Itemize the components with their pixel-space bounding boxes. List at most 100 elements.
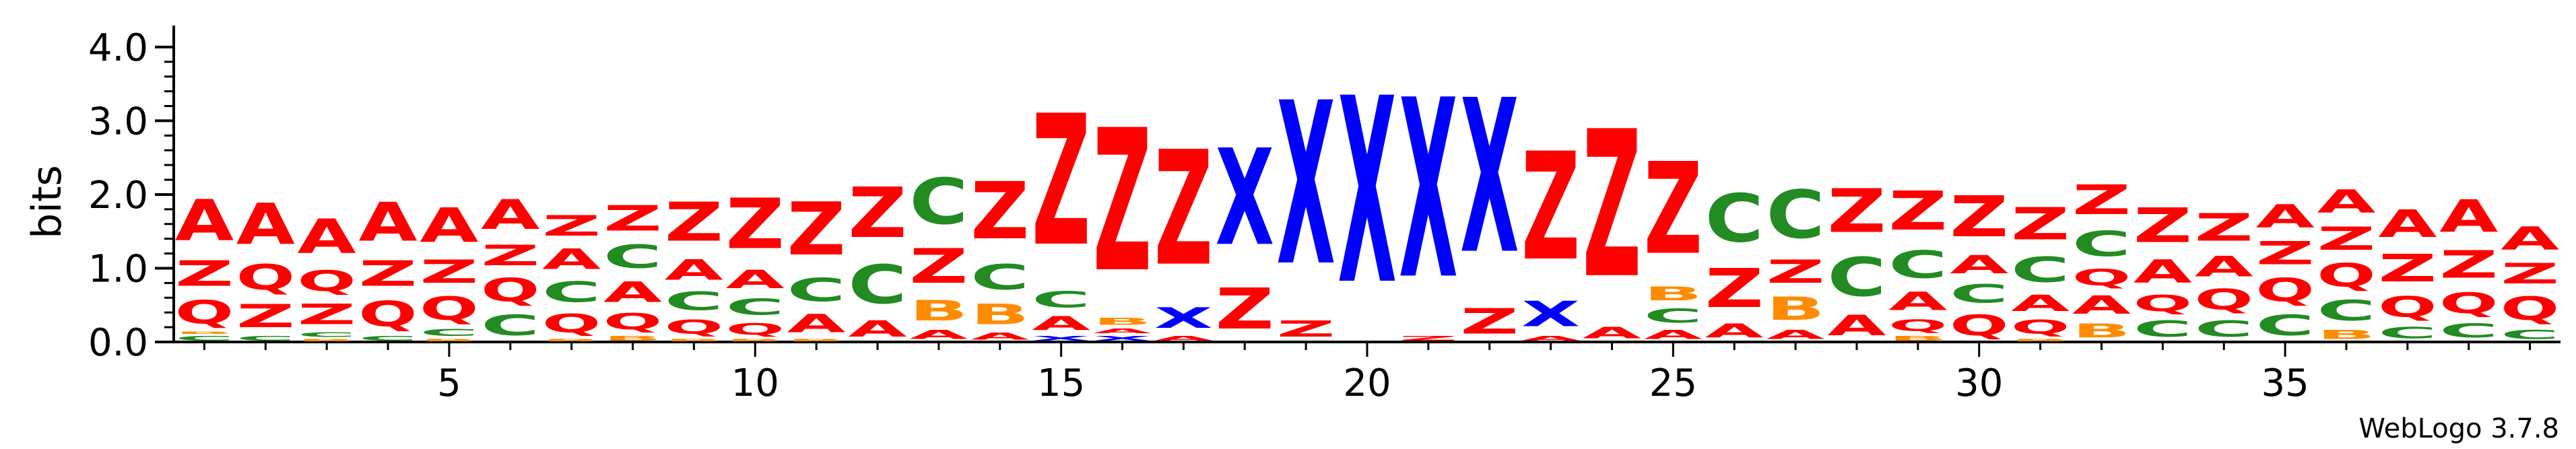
x-tick-label: 25 bbox=[1649, 361, 1697, 405]
logo-letter-Q: Q bbox=[726, 320, 785, 338]
logo-letter-A: A bbox=[1766, 327, 1825, 342]
logo-letter-Z: Z bbox=[1521, 120, 1580, 293]
logo-letter-C: C bbox=[2439, 320, 2498, 343]
logo-column-19: ZX bbox=[1277, 55, 1335, 342]
logo-letter-A: A bbox=[358, 191, 418, 254]
logo-letter-Z: Z bbox=[2011, 198, 2070, 249]
logo-letter-B: B bbox=[298, 339, 356, 342]
logo-letter-Q: Q bbox=[358, 295, 417, 335]
logo-letter-Q: Q bbox=[2134, 290, 2192, 316]
logo-letter-Q: Q bbox=[665, 316, 723, 339]
logo-letter-Q: Q bbox=[2378, 291, 2437, 324]
y-tick-label: 2.0 bbox=[88, 174, 148, 217]
logo-letter-Z: Z bbox=[787, 187, 846, 271]
logo-letter-B: B bbox=[2011, 339, 2070, 342]
logo-letter-A: A bbox=[787, 309, 846, 339]
logo-letter-C: C bbox=[481, 309, 539, 342]
logo-letter-A: A bbox=[2072, 290, 2131, 320]
logo-letter-Z: Z bbox=[603, 198, 662, 238]
logo-letter-B: B bbox=[420, 339, 478, 342]
logo-letter-C: C bbox=[298, 331, 356, 339]
logo-letter-Z: Z bbox=[481, 239, 539, 272]
logo-letter-Z: Z bbox=[1032, 77, 1090, 286]
logo-letter-Z: Z bbox=[1154, 117, 1213, 301]
logo-column-12: ACZ bbox=[848, 173, 906, 342]
logo-letter-C: C bbox=[970, 257, 1029, 298]
logo-letter-C: C bbox=[2378, 324, 2437, 342]
logo-letter-Q: Q bbox=[2317, 257, 2375, 294]
logo-letter-Q: Q bbox=[603, 309, 662, 335]
logo-letter-X: X bbox=[1093, 335, 1152, 342]
logo-letter-A: A bbox=[1521, 335, 1580, 342]
logo-letter-C: C bbox=[1827, 246, 1886, 309]
logo-letter-Z: Z bbox=[2378, 246, 2437, 290]
logo-letter-Q: Q bbox=[236, 258, 295, 298]
logo-letter-C: C bbox=[726, 294, 785, 320]
logo-letter-C: C bbox=[2255, 309, 2314, 342]
y-tick-label: 3.0 bbox=[88, 100, 148, 143]
logo-letter-A: A bbox=[2134, 254, 2193, 290]
logo-letter-X: X bbox=[1521, 294, 1580, 335]
logo-letter-Z: Z bbox=[1093, 89, 1152, 316]
logo-letter-Z: Z bbox=[848, 173, 906, 254]
logo-letter-B: B bbox=[1093, 316, 1152, 327]
logo-letter-A: A bbox=[2378, 202, 2437, 246]
x-tick-label: 15 bbox=[1037, 361, 1085, 405]
logo-letter-Z: Z bbox=[358, 254, 417, 294]
logo-letter-C: C bbox=[175, 335, 234, 342]
logo-letter-C: C bbox=[1644, 306, 1703, 328]
logo-letter-A: A bbox=[542, 243, 601, 276]
logo-letter-C: C bbox=[603, 239, 662, 275]
letter-stacks: CBQZACZQABCZQACQZABCQZACQZABQCAZBQACZBQC… bbox=[175, 44, 2560, 343]
logo-letter-Q: Q bbox=[1888, 316, 1947, 335]
logo-letter-A: A bbox=[2195, 250, 2253, 283]
logo-letter-C: C bbox=[1032, 287, 1090, 312]
logo-letter-B: B bbox=[603, 335, 662, 342]
logo-letter-Z: Z bbox=[1583, 88, 1641, 323]
logo-letter-A: A bbox=[481, 191, 539, 239]
x-tick-label: 20 bbox=[1343, 361, 1391, 405]
logo-letter-A: A bbox=[2011, 290, 2070, 316]
x-tick-label: 30 bbox=[1955, 361, 2003, 405]
logo-letter-X: X bbox=[1337, 44, 1396, 341]
logo-column-24: AZ bbox=[1583, 88, 1641, 343]
logo-letter-C: C bbox=[358, 335, 417, 342]
logo-letter-B: B bbox=[2072, 320, 2131, 342]
logo-letter-Z: Z bbox=[1950, 184, 2008, 250]
logo-letter-Q: Q bbox=[2501, 290, 2559, 327]
logo-letter-Z: Z bbox=[2501, 257, 2559, 290]
logo-letter-C: C bbox=[909, 166, 968, 238]
logo-letter-Z: Z bbox=[665, 191, 723, 254]
y-tick-label: 0.0 bbox=[88, 321, 148, 365]
logo-letter-C: C bbox=[2011, 250, 2070, 290]
logo-letter-Q: Q bbox=[2195, 283, 2253, 316]
logo-letter-A: A bbox=[603, 276, 662, 309]
logo-letter-C: C bbox=[420, 327, 478, 338]
logo-letter-Z: Z bbox=[298, 298, 356, 331]
logo-letter-Q: Q bbox=[2255, 272, 2314, 309]
logo-letter-A: A bbox=[665, 254, 723, 287]
logo-letter-Z: Z bbox=[909, 240, 968, 294]
logo-letter-B: B bbox=[1766, 290, 1824, 327]
logo-letter-C: C bbox=[787, 272, 846, 308]
logo-letter-B: B bbox=[665, 339, 723, 342]
logo-column-18: ZX bbox=[1216, 121, 1274, 342]
logo-letter-Z: Z bbox=[2134, 199, 2192, 254]
logo-letter-B: B bbox=[970, 298, 1029, 331]
logo-letter-A: A bbox=[1827, 309, 1886, 342]
logo-letter-Q: Q bbox=[175, 294, 234, 331]
